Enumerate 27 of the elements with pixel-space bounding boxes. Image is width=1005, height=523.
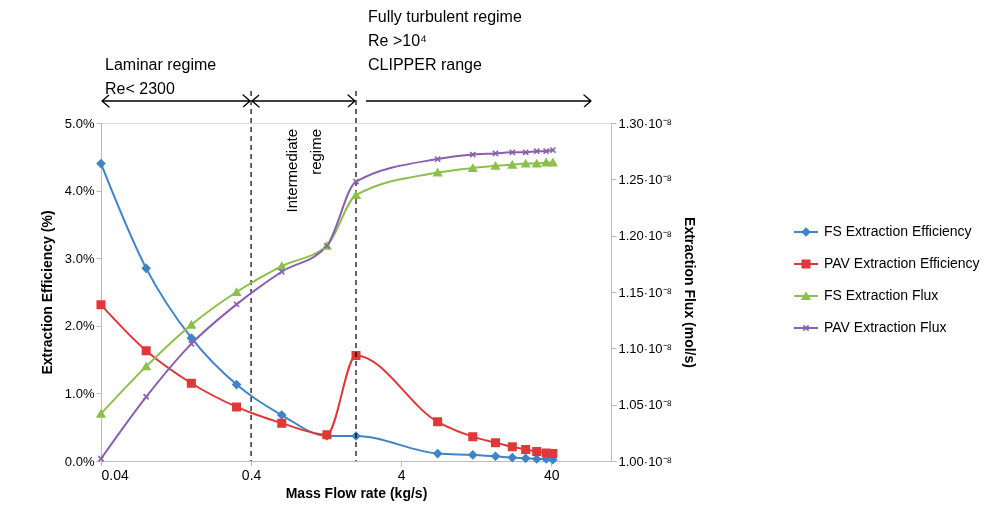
x-tick-label: 0.04: [101, 466, 129, 483]
y2-tick-label: 1.10·10⁻⁸: [618, 340, 673, 356]
y2-tick-label: 1.25·10⁻⁸: [618, 171, 673, 187]
y2-tick-label: 1.15·10⁻⁸: [618, 284, 673, 300]
legend-label: FS Extraction Flux: [824, 287, 939, 303]
y-tick-label: 2.0%: [64, 318, 95, 334]
legend-label: PAV Extraction Efficiency: [824, 255, 980, 271]
legend-label: FS Extraction Efficiency: [824, 223, 972, 239]
text: Fully turbulent regime Re >10⁴ CLIPPER range: [368, 8, 522, 73]
text: Laminar regime Re< 2300: [105, 56, 217, 97]
y2-tick-label: 1.20·10⁻⁸: [618, 228, 673, 244]
y2-tick-label: 1.30·10⁻⁸: [618, 115, 673, 131]
y2-tick-label: 1.05·10⁻⁸: [618, 397, 673, 413]
y-axis-title: Extraction Efficiency (%): [38, 210, 55, 375]
x-axis-title: Mass Flow rate (kg/s): [285, 484, 428, 501]
y-tick-label: 3.0%: [64, 250, 95, 266]
y2-tick-label: 1.00·10⁻⁸: [618, 453, 673, 469]
annotation: Intermediate regime: [282, 129, 324, 213]
x-tick-label: 4: [397, 466, 406, 483]
y-tick-label: 5.0%: [64, 115, 95, 131]
legend-label: PAV Extraction Flux: [824, 319, 947, 335]
y-tick-label: 0.0%: [64, 453, 95, 469]
y-tick-label: 4.0%: [64, 183, 95, 199]
x-tick-label: 0.4: [241, 466, 262, 483]
y2-axis-title: Extraction Flux (mol/s): [682, 217, 699, 368]
x-tick-label: 40: [543, 466, 560, 483]
y-tick-label: 1.0%: [64, 385, 95, 401]
